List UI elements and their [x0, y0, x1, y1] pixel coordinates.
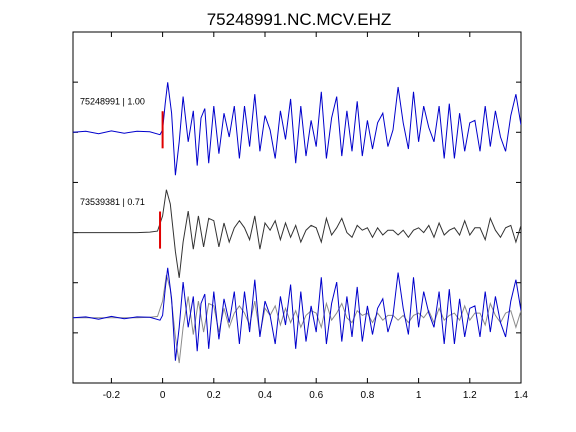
x-tick-label: 0.8: [360, 390, 374, 401]
trace-label-1: 75248991 | 1.00: [80, 97, 145, 107]
trace-line-1: [73, 82, 521, 176]
trace-labels: 75248991 | 1.00 73539381 | 0.71: [80, 97, 145, 207]
overlay-trace-secondary: [73, 274, 521, 364]
x-tick-label: 0.4: [258, 390, 272, 401]
trace-label-2: 73539381 | 0.71: [80, 197, 145, 207]
x-tick-label: 1: [416, 390, 422, 401]
pick-markers: [159, 111, 164, 249]
traces: [73, 82, 521, 364]
overlay-trace-primary: [73, 267, 521, 361]
x-tick-label: 1.2: [463, 390, 477, 401]
chart-title: 75248991.NC.MCV.EHZ: [207, 10, 392, 29]
x-tick-label: 0.2: [207, 390, 221, 401]
x-tick-label: -0.2: [103, 390, 121, 401]
x-tick-label: 1.4: [514, 390, 528, 401]
x-tick-label: 0: [160, 390, 166, 401]
trace-line-2: [73, 189, 521, 278]
x-tick-label: 0.6: [309, 390, 323, 401]
x-ticks: -0.2 0 0.2 0.4 0.6 0.8 1 1.2 1.4: [103, 32, 528, 401]
